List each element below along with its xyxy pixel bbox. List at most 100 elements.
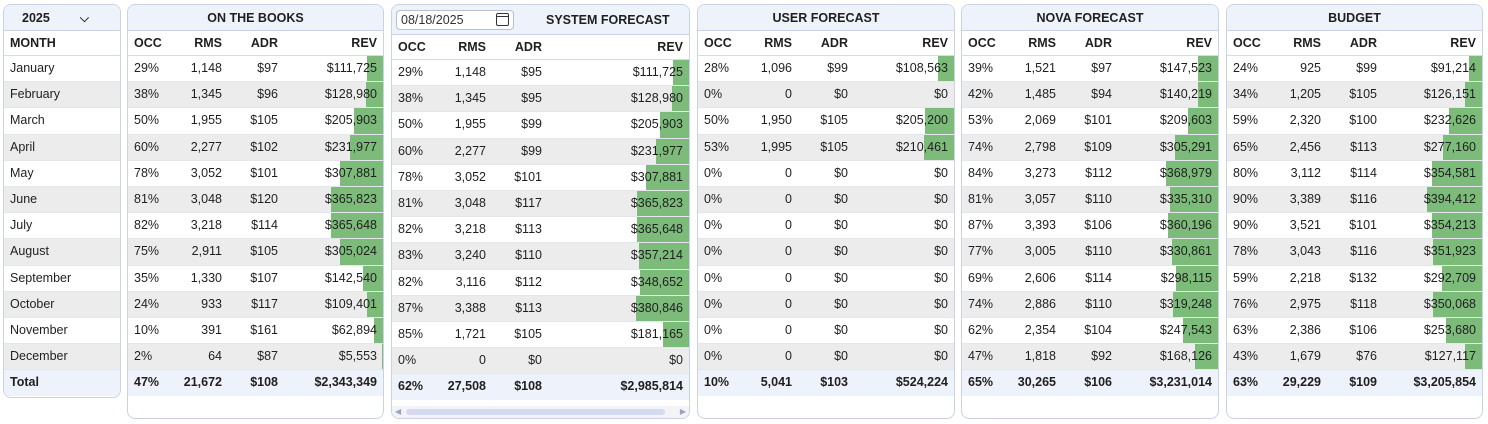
rev-value: $365,823 <box>630 195 683 210</box>
chevron-down-icon[interactable]: ⌵ <box>79 11 89 25</box>
rev-cell: $277,160 <box>1383 134 1482 160</box>
rms-cell: 2,798 <box>1024 139 1056 154</box>
occ-cell: 29% <box>398 65 424 79</box>
table-row: 65% 2,456 $113 $277,160 <box>1227 134 1482 161</box>
adr-cell: $101 <box>514 169 542 184</box>
rms-cell: 3,218 <box>190 218 222 233</box>
rms-cell: 0 <box>785 270 792 285</box>
month-label: June <box>10 191 38 206</box>
table-row: 77% 3,005 $110 $330,861 <box>962 239 1218 266</box>
scrollbar-thumb[interactable] <box>406 409 665 415</box>
table-row: 53% 1,995 $105 $210,461 <box>698 134 954 161</box>
adr-cell: $105 <box>1349 87 1377 102</box>
total-rev: $524,224 <box>895 375 948 390</box>
table-row: 78% 3,043 $116 $351,923 <box>1227 239 1482 266</box>
calendar-icon[interactable] <box>496 13 509 26</box>
rev-cell: $0 <box>548 348 689 373</box>
rev-cell: $0 <box>854 213 954 238</box>
rev-value: $232,626 <box>1423 113 1476 128</box>
panel-title: NOVA FORECAST <box>962 5 1218 31</box>
user-forecast-panel: USER FORECAST OCC RMS ADR REV 28% 1,096 $99 $108… <box>697 4 955 419</box>
rms-cell: 0 <box>785 244 792 259</box>
occ-cell: 74% <box>968 296 994 311</box>
total-adr: $108 <box>250 375 278 390</box>
revenue-bar <box>640 269 689 295</box>
rev-cell: $231,977 <box>548 138 689 164</box>
rev-cell: $0 <box>854 266 954 291</box>
occ-cell: 38% <box>398 91 424 106</box>
occ-cell: 50% <box>398 117 424 132</box>
year-selector[interactable]: 2025 ⌵ <box>4 5 120 31</box>
total-rms: 5,041 <box>760 375 792 390</box>
rev-value: $91,214 <box>1430 61 1476 75</box>
rms-cell: 0 <box>785 191 792 206</box>
table-row: 50% 1,955 $99 $205,903 <box>392 112 689 139</box>
month-label: February <box>10 87 61 102</box>
forecast-date-input[interactable]: 08/18/2025 <box>396 9 514 30</box>
adr-cell: $106 <box>1084 218 1112 233</box>
revenue-bar <box>366 82 383 108</box>
rms-cell: 0 <box>785 87 792 102</box>
occ-cell: 59% <box>1233 113 1259 128</box>
month-column-header: MONTH <box>10 36 56 50</box>
total-label: Total <box>10 375 39 390</box>
total-adr: $109 <box>1349 375 1377 390</box>
month-row: May <box>4 161 120 187</box>
scroll-right-icon[interactable]: ▶ <box>679 407 686 416</box>
rms-cell: 3,240 <box>454 248 486 263</box>
column-header-row: OCC RMS ADR REV <box>392 35 689 60</box>
adr-cell: $113 <box>1350 139 1377 154</box>
revenue-bar <box>367 291 383 317</box>
rms-cell: 391 <box>201 322 222 337</box>
revenue-bar <box>1168 213 1218 239</box>
rev-value: $354,581 <box>1423 165 1476 180</box>
rev-value: $292,709 <box>1423 270 1476 285</box>
revenue-bar <box>1198 56 1218 82</box>
revenue-bar <box>1432 213 1482 239</box>
total-row: 62% 27,508 $108 $2,985,814 <box>392 374 689 401</box>
rms-cell: 2,911 <box>191 244 222 259</box>
revenue-bar <box>1183 317 1218 344</box>
occ-cell: 24% <box>1233 61 1259 75</box>
rev-cell: $354,213 <box>1383 213 1482 239</box>
month-label: August <box>10 244 49 259</box>
month-row: June <box>4 186 120 214</box>
rms-cell: 0 <box>785 165 792 180</box>
total-occ: 62% <box>398 379 424 394</box>
rev-value: $0 <box>934 87 948 102</box>
adr-cell: $104 <box>1084 322 1112 337</box>
occ-cell: 0% <box>704 244 723 259</box>
revenue-bar <box>1427 186 1482 213</box>
revenue-bar <box>1173 291 1218 317</box>
rms-cell: 3,048 <box>454 195 486 210</box>
adr-cell: $110 <box>515 248 542 263</box>
total-rev: $3,205,854 <box>1413 375 1476 390</box>
rev-value: $277,160 <box>1423 139 1476 154</box>
rev-value: $0 <box>934 165 948 180</box>
rms-cell: 2,456 <box>1289 139 1321 154</box>
month-row: October <box>4 291 120 318</box>
occ-cell: 82% <box>134 218 160 233</box>
revenue-bar <box>1465 344 1482 370</box>
table-row: 76% 2,975 $118 $350,068 <box>1227 291 1482 318</box>
adr-cell: $0 <box>834 244 848 259</box>
rms-cell: 0 <box>479 353 486 368</box>
rev-value: $111,725 <box>326 61 377 75</box>
rev-cell: $305,024 <box>284 239 383 265</box>
adr-cell: $92 <box>1091 349 1112 364</box>
adr-cell: $95 <box>521 91 542 106</box>
rev-cell: $128,980 <box>284 82 383 108</box>
horizontal-scrollbar[interactable]: ◀ ▶ <box>392 406 689 418</box>
rev-cell: $205,200 <box>854 108 954 134</box>
occ-column-header: OCC <box>398 40 426 54</box>
nova-forecast-panel: NOVA FORECAST OCC RMS ADR REV 39% 1,521 $97 $147… <box>961 4 1219 419</box>
rev-value: $350,068 <box>1423 296 1476 311</box>
rev-cell: $335,310 <box>1118 186 1218 213</box>
occ-cell: 24% <box>134 296 160 311</box>
scroll-left-icon[interactable]: ◀ <box>395 407 402 416</box>
occ-cell: 28% <box>704 61 730 75</box>
adr-cell: $100 <box>1349 113 1377 128</box>
total-rms: 29,229 <box>1282 375 1321 390</box>
occ-cell: 83% <box>398 248 424 263</box>
rev-value: $365,648 <box>324 218 377 233</box>
